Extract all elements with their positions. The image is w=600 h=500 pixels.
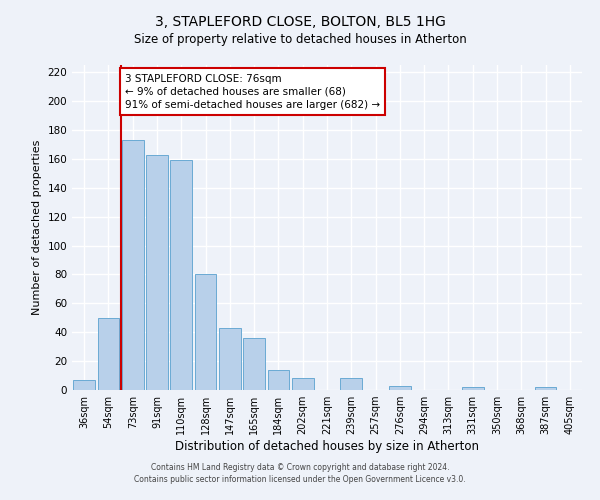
Text: 3, STAPLEFORD CLOSE, BOLTON, BL5 1HG: 3, STAPLEFORD CLOSE, BOLTON, BL5 1HG bbox=[155, 15, 445, 29]
Text: Contains HM Land Registry data © Crown copyright and database right 2024.: Contains HM Land Registry data © Crown c… bbox=[151, 464, 449, 472]
Text: 3 STAPLEFORD CLOSE: 76sqm
← 9% of detached houses are smaller (68)
91% of semi-d: 3 STAPLEFORD CLOSE: 76sqm ← 9% of detach… bbox=[125, 74, 380, 110]
Bar bbox=[243, 338, 265, 390]
Bar bbox=[462, 387, 484, 390]
Bar bbox=[340, 378, 362, 390]
Bar bbox=[146, 154, 168, 390]
Bar bbox=[268, 370, 289, 390]
Bar bbox=[194, 274, 217, 390]
Bar bbox=[170, 160, 192, 390]
Bar bbox=[97, 318, 119, 390]
Text: Contains public sector information licensed under the Open Government Licence v3: Contains public sector information licen… bbox=[134, 475, 466, 484]
X-axis label: Distribution of detached houses by size in Atherton: Distribution of detached houses by size … bbox=[175, 440, 479, 453]
Bar bbox=[219, 328, 241, 390]
Text: Size of property relative to detached houses in Atherton: Size of property relative to detached ho… bbox=[134, 32, 466, 46]
Bar bbox=[73, 380, 95, 390]
Y-axis label: Number of detached properties: Number of detached properties bbox=[32, 140, 42, 315]
Bar bbox=[535, 387, 556, 390]
Bar bbox=[292, 378, 314, 390]
Bar bbox=[389, 386, 411, 390]
Bar bbox=[122, 140, 143, 390]
